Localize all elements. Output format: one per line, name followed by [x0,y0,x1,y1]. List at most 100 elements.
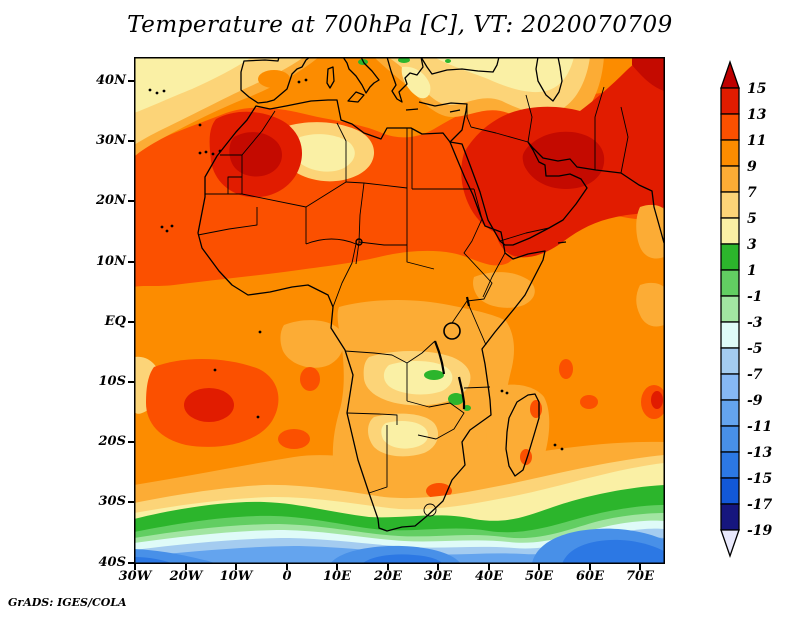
lat-tick-mark [128,140,134,142]
lon-tick-mark [286,564,288,570]
colorbar-label: 3 [747,237,757,253]
colorbar-segment [720,269,740,297]
colorbar-label: 13 [747,107,767,123]
lon-tick-label: 10W [219,569,253,584]
lon-tick-mark [134,564,136,570]
lat-tick-mark [128,562,134,564]
lake-turkana [465,296,471,307]
lat-tick-label: EQ [104,314,126,329]
black-sea-coastline [420,57,500,75]
plot-title: Temperature at 700hPa [C], VT: 202007070… [127,12,673,38]
lat-tick-mark [128,321,134,323]
sicily-coastline [347,91,365,103]
lon-tick-mark [488,564,490,570]
colorbar-segment [720,503,740,531]
colorbar-segment [720,477,740,505]
colorbar-label: 7 [747,185,757,201]
lon-tick-label: 20W [169,569,203,584]
colorbar-label: -3 [747,315,763,331]
madagascar-coastline [505,393,540,477]
colorbar-label: -19 [747,523,773,539]
colorbar-svg: 15 13 11 9 7 5 3 1 -1 -3 -5 -7 -9 -11 -13 -15 -17 -19 [720,60,773,558]
colorbar-segment [720,87,740,115]
greece-coastline [386,57,424,103]
lon-tick-label: 50E [525,569,553,584]
colorbar-under-arrow [720,529,740,558]
lake-victoria [443,322,461,340]
lat-tick-mark [128,501,134,503]
colorbar-segment [720,295,740,323]
temperature-map [134,57,665,564]
iberia-coastline [240,57,311,104]
island-dots [148,78,564,451]
crete-coastline [405,108,419,111]
colorbar-segment [720,451,740,479]
colorbar-label: 9 [747,159,757,175]
lat-tick-mark [128,80,134,82]
colorbar-segment [720,113,740,141]
lon-tick-mark [437,564,439,570]
lon-tick-mark [387,564,389,570]
sardinia-coastline [326,66,335,89]
lon-tick-mark [589,564,591,570]
colorbar-segment [720,321,740,349]
lat-tick-label: 40N [96,73,126,88]
lat-tick-label: 30S [98,494,126,509]
colorbar-segment [720,347,740,375]
lon-tick-label: 10E [323,569,351,584]
lat-tick-mark [128,261,134,263]
levant-arabia-iran-coastline [418,101,665,246]
lat-tick-label: 20N [96,193,126,208]
lakes [355,238,471,409]
lat-tick-mark [128,441,134,443]
coastlines [197,57,665,532]
colorbar-label: -5 [747,341,763,357]
lon-tick-label: 40E [475,569,503,584]
colorbar-label: -13 [747,445,773,461]
cyprus-coastline [449,109,461,113]
lat-tick-mark [128,381,134,383]
colorbar-segment [720,399,740,427]
italy-coastline [342,57,380,94]
lon-tick-label: 30E [424,569,452,584]
lon-tick-label: 30W [118,569,152,584]
map-frame [134,57,665,564]
lat-tick-label: 40S [98,555,126,570]
lat-tick-mark [128,200,134,202]
colorbar-segment [720,139,740,167]
lon-tick-mark [235,564,237,570]
colorbar-over-arrow [720,60,740,89]
lon-tick-label: 60E [576,569,604,584]
colorbar-label: 1 [747,263,757,279]
grads-attribution: GrADS: IGES/COLA [8,596,127,609]
colorbar-label: 11 [747,133,766,149]
colorbar-segment [720,243,740,271]
country-borders [197,86,629,517]
lat-tick-label: 10S [98,374,126,389]
lon-tick-label: 70E [626,569,654,584]
colorbar-label: 5 [747,211,757,227]
colorbar: 15 13 11 9 7 5 3 1 -1 -3 -5 -7 -9 -11 -13 -15 -17 -19 [711,55,786,575]
lon-tick-label: 20E [374,569,402,584]
lon-tick-label: 0 [282,569,292,584]
lon-tick-mark [538,564,540,570]
lat-tick-label: 20S [98,434,126,449]
caspian-sea-coastline [535,57,563,102]
lake-chad [355,238,363,246]
lake-tanganyika [433,340,446,375]
colorbar-label: -17 [747,497,773,513]
colorbar-segment [720,217,740,245]
lat-tick-label: 30N [96,133,126,148]
colorbar-label: -7 [747,367,763,383]
temperature-field [134,57,665,564]
colorbar-segment [720,165,740,193]
lake-malawi [457,376,466,409]
colorbar-segment [720,191,740,219]
lat-tick-label: 10N [96,254,126,269]
socotra-coastline [557,241,567,244]
lon-tick-mark [185,564,187,570]
colorbar-segment [720,373,740,401]
lon-tick-mark [639,564,641,570]
colorbar-label: 15 [747,81,766,97]
